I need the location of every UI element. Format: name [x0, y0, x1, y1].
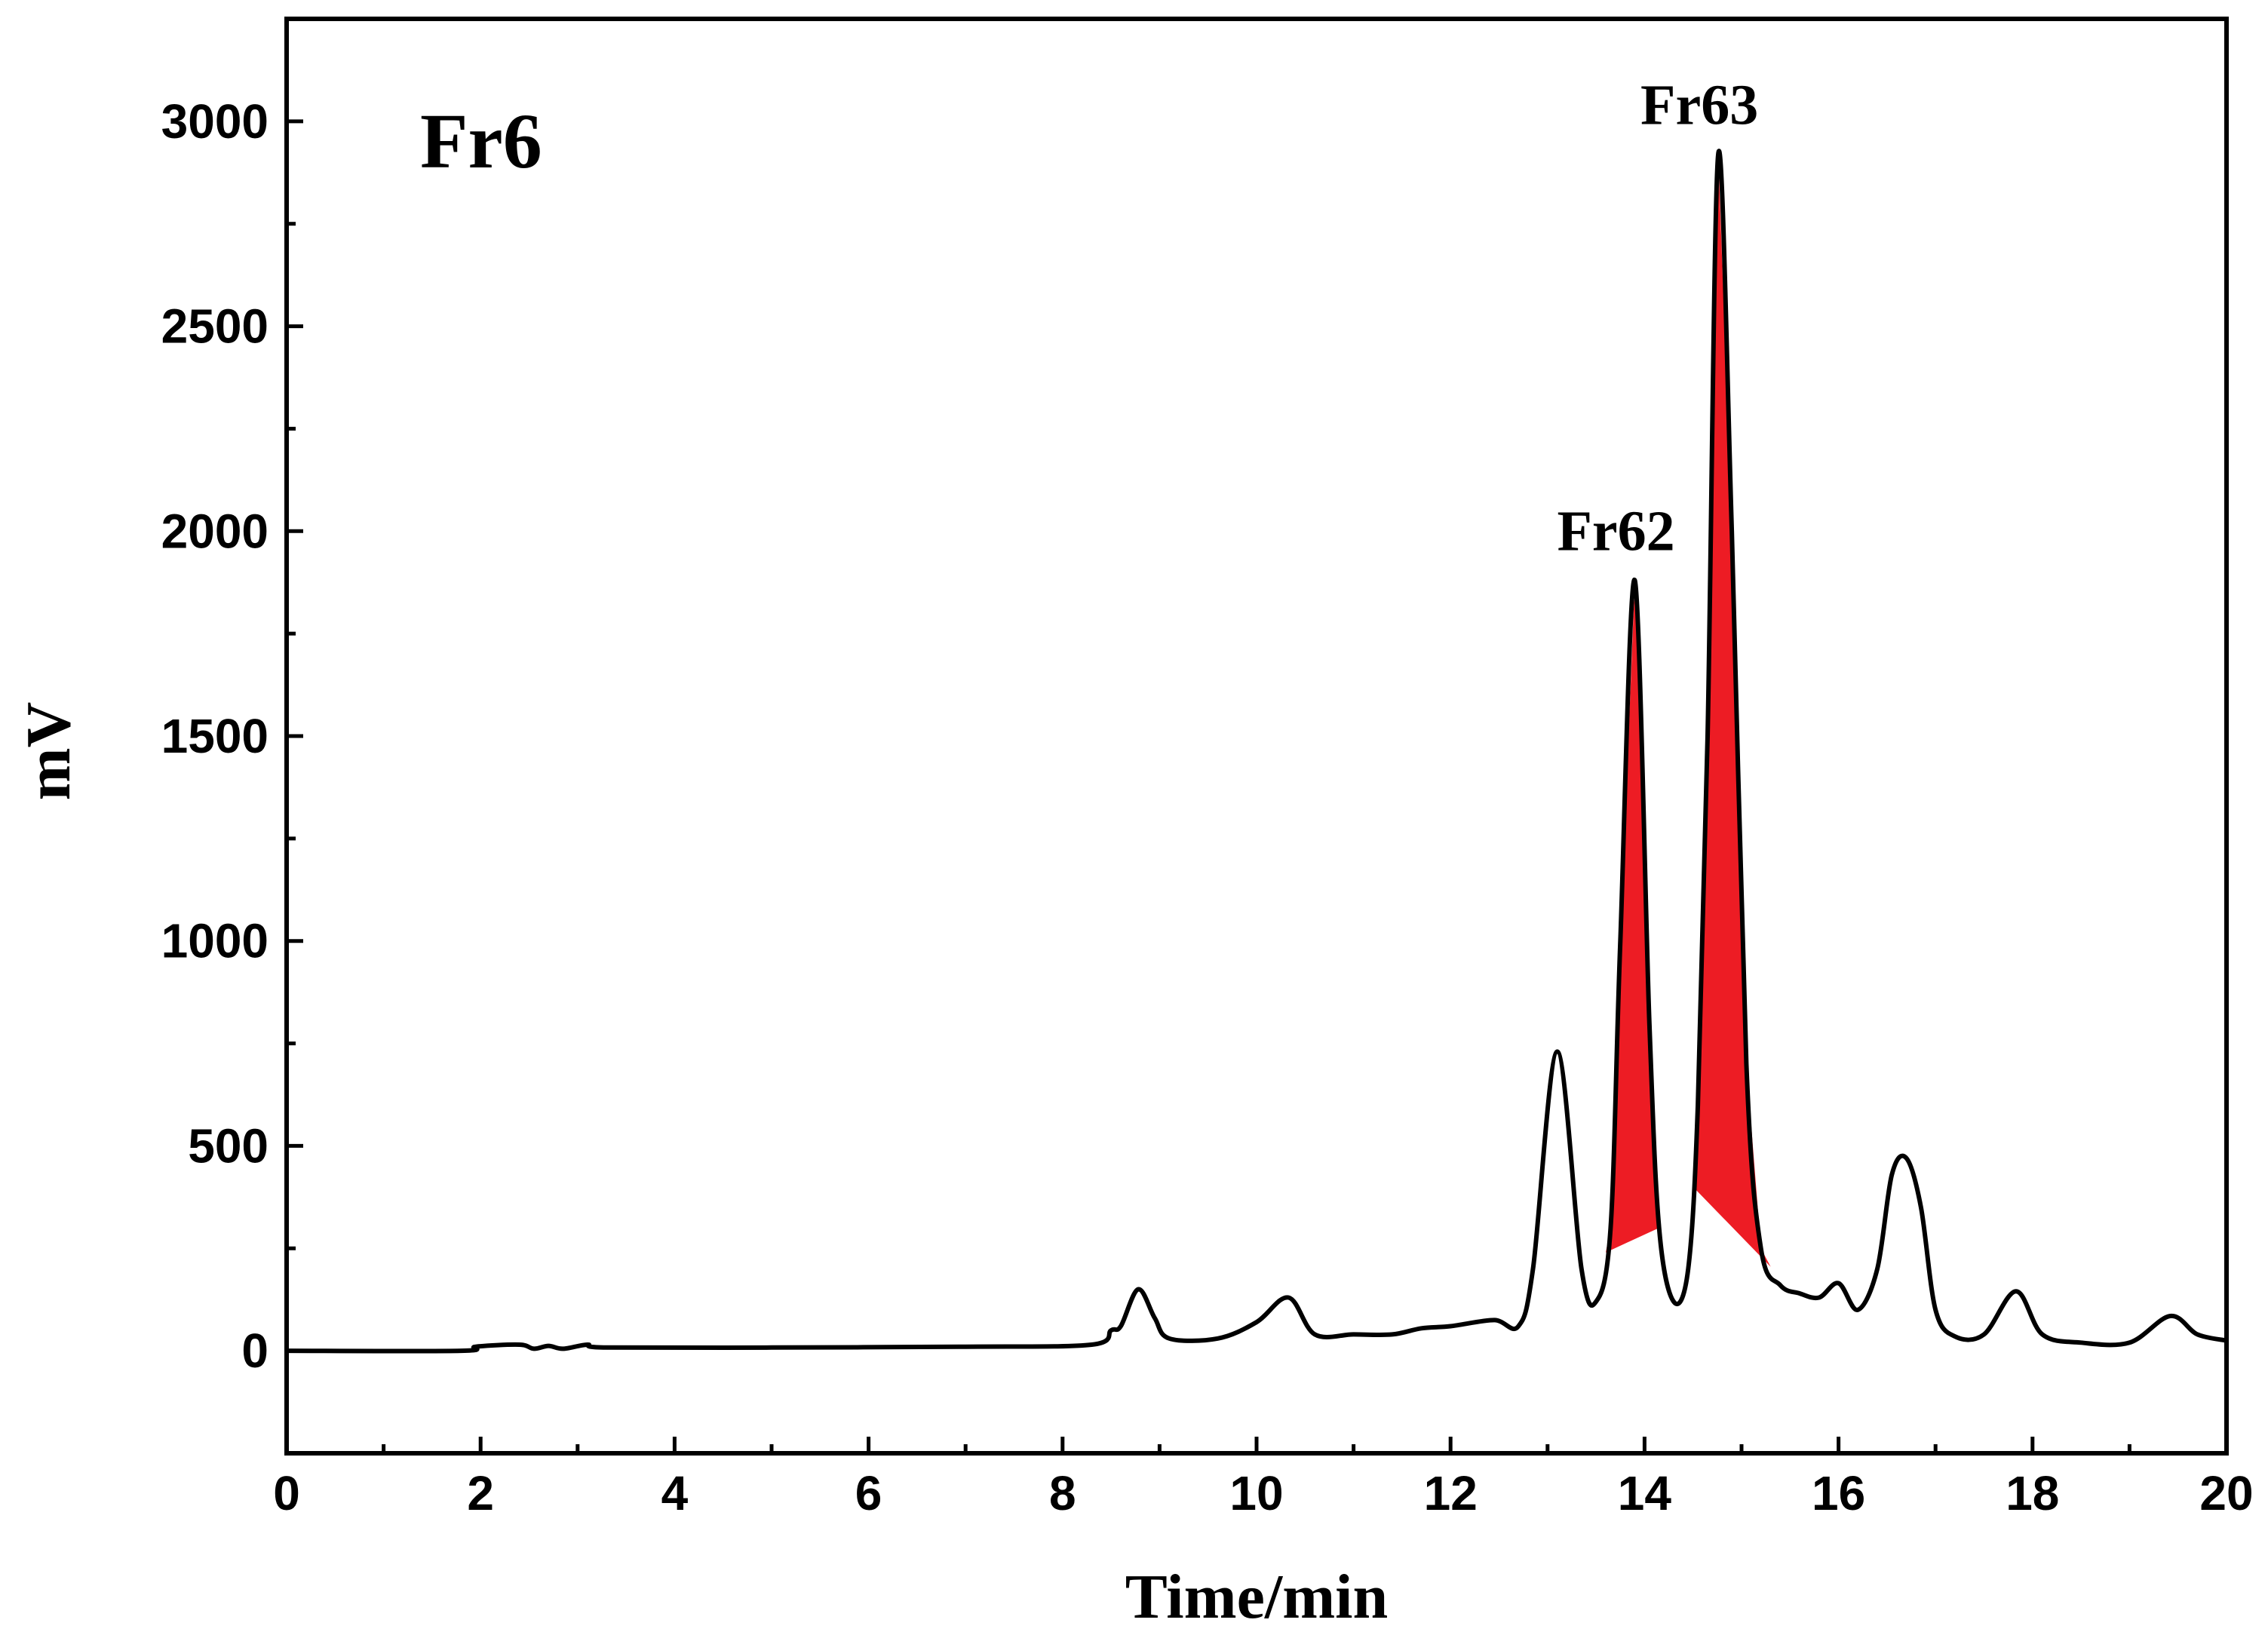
- x-tick-label: 18: [2006, 1466, 2059, 1520]
- y-tick-label: 1000: [161, 914, 269, 968]
- y-tick-label: 1500: [161, 709, 269, 763]
- y-tick-label: 2500: [161, 299, 269, 354]
- y-axis-title: mV: [14, 702, 84, 801]
- peak-fills: [1606, 154, 1771, 1267]
- y-tick-label: 2000: [161, 504, 269, 558]
- y-tick-label: 500: [188, 1118, 269, 1173]
- peak-label-1: Fr62: [1557, 499, 1674, 563]
- x-tick-label: 14: [1618, 1466, 1672, 1520]
- panel-label: Fr6: [420, 98, 542, 185]
- x-tick-label: 20: [2199, 1466, 2253, 1520]
- x-tick-labels: 0 2 4 6 8 10 12 14 16 18 20: [273, 1466, 2253, 1520]
- x-tick-label: 10: [1229, 1466, 1283, 1520]
- chromatogram-trace: [284, 149, 2229, 1354]
- peak-label-2: Fr63: [1640, 73, 1758, 137]
- x-axis-title: Time/min: [1125, 1562, 1388, 1632]
- y-tick-labels: 0 500 1000 1500 2000 2500 3000: [161, 94, 269, 1378]
- x-tick-label: 6: [855, 1466, 882, 1520]
- peak-fill-1: [1606, 587, 1659, 1253]
- peak-annotations: Fr62 Fr63: [1557, 73, 1758, 563]
- y-tick-label: 3000: [161, 94, 269, 149]
- x-tick-label: 2: [467, 1466, 494, 1520]
- y-tick-label: 0: [241, 1324, 269, 1378]
- x-tick-label: 16: [1812, 1466, 1865, 1520]
- axis-ticks: [284, 119, 2229, 1453]
- x-tick-label: 0: [273, 1466, 300, 1520]
- x-tick-label: 4: [661, 1466, 689, 1520]
- x-tick-label: 8: [1049, 1466, 1076, 1520]
- plot-frame: [284, 17, 2229, 1456]
- x-tick-label: 12: [1424, 1466, 1478, 1520]
- peak-fill-2: [1693, 154, 1771, 1267]
